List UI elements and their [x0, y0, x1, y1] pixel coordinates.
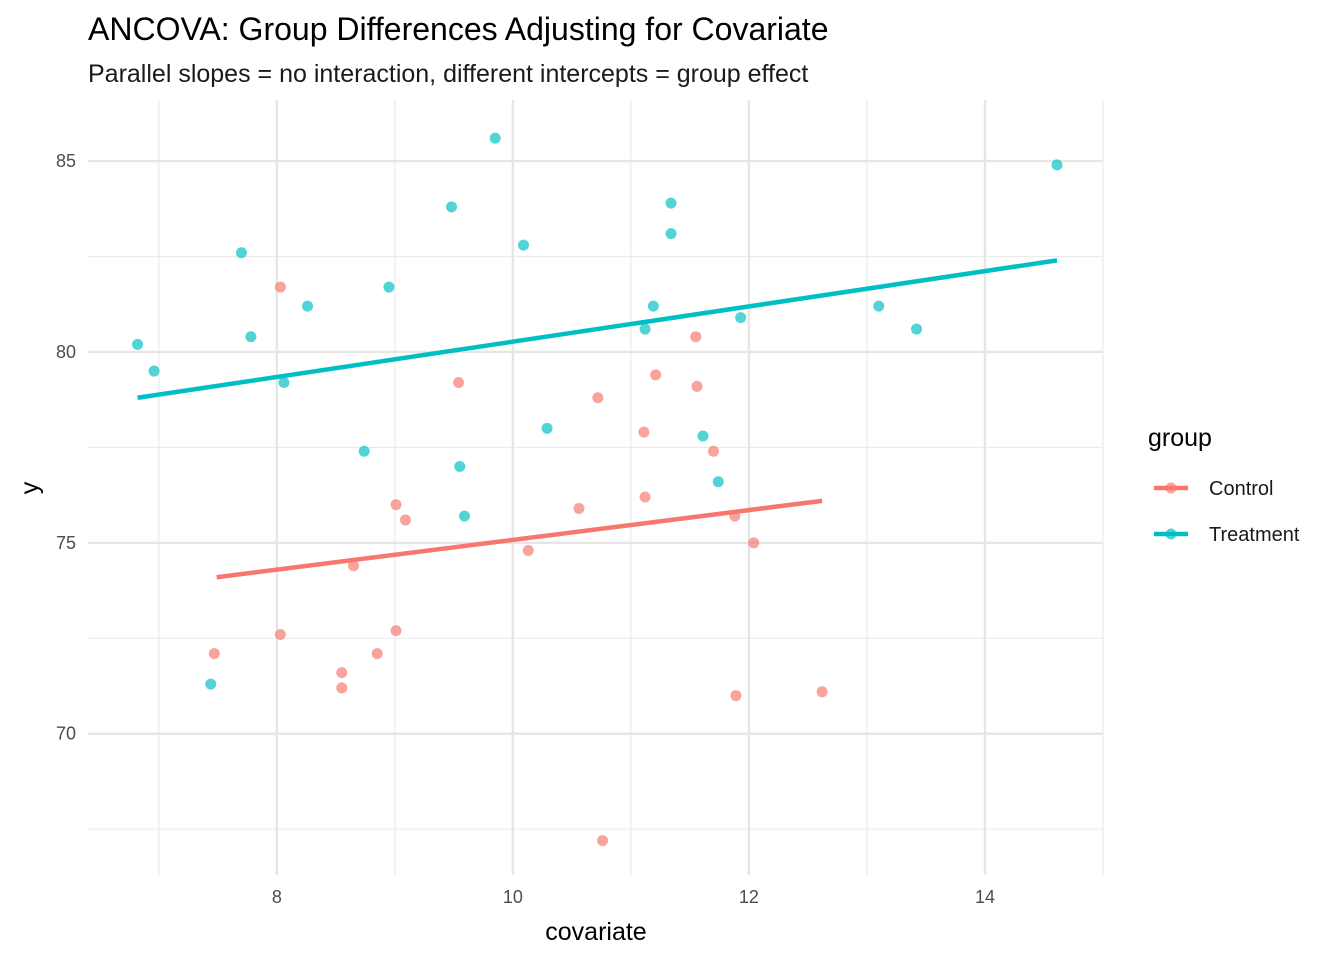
data-point-control [371, 648, 383, 660]
legend-point-treatment [1165, 528, 1177, 540]
y-tick-label: 80 [56, 342, 76, 362]
data-point-control [390, 499, 402, 511]
data-point-treatment [245, 331, 257, 343]
data-point-treatment [697, 430, 709, 442]
data-point-treatment [278, 377, 290, 389]
data-point-control [730, 690, 742, 702]
data-point-treatment [302, 300, 314, 312]
data-point-control [592, 392, 604, 404]
x-tick-label: 8 [272, 887, 282, 907]
data-point-control [522, 544, 534, 556]
x-tick-label: 10 [503, 887, 523, 907]
x-tick-label: 12 [739, 887, 759, 907]
data-point-control [650, 369, 662, 381]
chart-title: ANCOVA: Group Differences Adjusting for … [88, 11, 828, 47]
data-point-treatment [735, 312, 747, 324]
data-point-treatment [665, 228, 677, 240]
data-point-control [573, 502, 585, 514]
data-point-treatment [518, 239, 530, 251]
data-point-treatment [489, 132, 501, 144]
data-point-control [348, 560, 360, 572]
x-axis-title: covariate [545, 918, 646, 946]
data-point-treatment [665, 197, 677, 209]
data-point-treatment [541, 422, 553, 434]
legend-items: Control Treatment [1154, 478, 1300, 546]
data-point-treatment [446, 201, 458, 213]
data-point-treatment [873, 300, 885, 312]
data-point-control [690, 331, 702, 343]
y-tick-label: 75 [56, 533, 76, 553]
data-point-treatment [1051, 159, 1063, 171]
y-tick-label: 70 [56, 724, 76, 744]
legend-label-treatment: Treatment [1209, 524, 1300, 546]
legend-point-control [1165, 482, 1177, 494]
data-point-treatment [132, 338, 144, 350]
data-point-treatment [712, 476, 724, 488]
chart-subtitle: Parallel slopes = no interaction, differ… [88, 60, 808, 88]
legend: group Control Treatment [1148, 424, 1300, 546]
data-point-treatment [358, 445, 370, 457]
data-point-control [274, 281, 286, 293]
data-point-treatment [205, 678, 217, 690]
data-point-control [597, 835, 609, 847]
grid-lines [88, 100, 1104, 875]
data-point-control [336, 682, 348, 694]
data-point-treatment [148, 365, 160, 377]
data-point-treatment [454, 461, 466, 473]
data-point-treatment [383, 281, 395, 293]
data-point-control [638, 426, 650, 438]
y-axis-title: y [16, 481, 44, 494]
data-point-treatment [647, 300, 659, 312]
data-point-control [816, 686, 828, 698]
data-point-control [336, 667, 348, 679]
data-point-control [748, 537, 760, 549]
data-point-control [399, 514, 411, 526]
data-points [132, 132, 1063, 847]
fit-line-control [216, 498, 823, 580]
data-point-control [639, 491, 651, 503]
x-tick-label: 14 [975, 887, 995, 907]
data-point-control [708, 445, 720, 457]
legend-label-control: Control [1209, 478, 1273, 500]
fit-line-treatment [137, 258, 1058, 401]
data-point-treatment [639, 323, 651, 335]
data-point-treatment [911, 323, 923, 335]
fit-lines [137, 258, 1058, 580]
axis-ticks: 8 10 12 14 70 75 80 85 [56, 151, 995, 907]
data-point-control [729, 510, 741, 522]
data-point-control [691, 380, 703, 392]
data-point-control [390, 625, 402, 637]
y-tick-label: 85 [56, 151, 76, 171]
data-point-treatment [235, 247, 247, 259]
data-point-treatment [458, 510, 470, 522]
data-point-control [453, 377, 465, 389]
data-point-control [274, 628, 286, 640]
legend-title: group [1148, 424, 1212, 452]
data-point-control [208, 648, 220, 660]
